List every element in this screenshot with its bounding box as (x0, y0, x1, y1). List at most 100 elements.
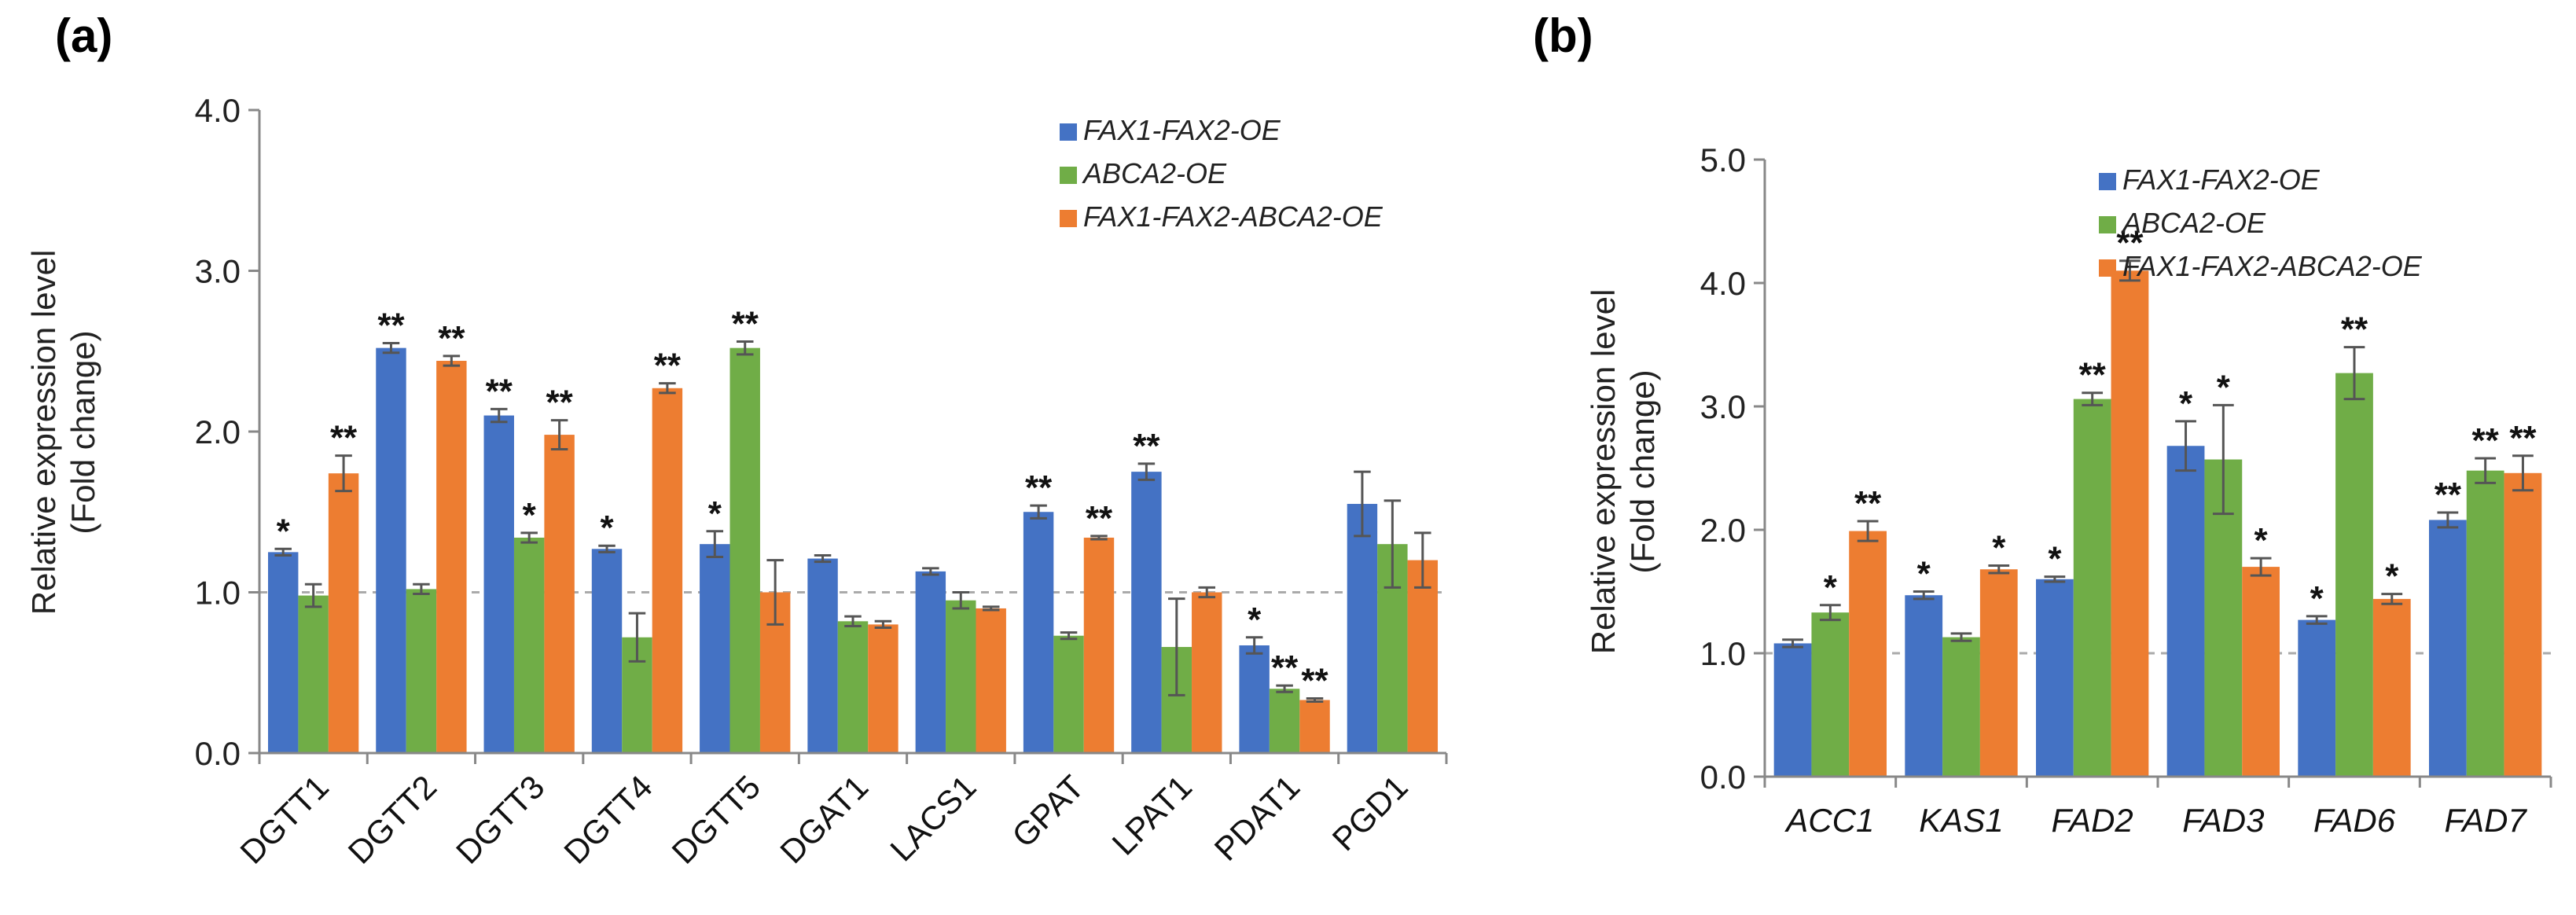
panel-b-bars (1773, 270, 2542, 777)
bar-fad3-0 (2166, 446, 2205, 777)
bar-gpat-2 (1083, 537, 1115, 753)
panel-a-y-ticks: 0.0 1.0 2.0 3.0 4.0 (195, 92, 259, 772)
y-tick-label: 3.0 (1700, 388, 1746, 425)
panel-a-legend: FAX1-FAX2-OE ABCA2-OE FAX1-FAX2-ABCA2-OE (1060, 114, 1384, 233)
category-label-fad2: FAD2 (2052, 802, 2133, 839)
bar-fad6-1 (2335, 373, 2373, 777)
category-label-dgtt4: DGTT4 (557, 768, 660, 871)
significance-marker: ** (732, 304, 759, 343)
bar-pdat1-2 (1299, 700, 1330, 753)
bar-fad6-2 (2372, 598, 2411, 777)
panel-b-ylabel-line1: Relative expression level (1585, 289, 1622, 655)
category-label-pgd1: PGD1 (1325, 768, 1415, 858)
bar-dgtt1-1 (298, 595, 329, 753)
significance-marker: * (2048, 540, 2062, 579)
legend-swatch-green (1060, 167, 1077, 184)
bar-pdat1-0 (1239, 645, 1270, 753)
bar-fad7-2 (2504, 472, 2542, 777)
significance-marker: ** (486, 372, 513, 410)
panel-a-label: (a) (55, 9, 112, 62)
bar-dgtt2-1 (406, 589, 437, 753)
bar-dgtt1-0 (267, 552, 299, 753)
panel-b-categories: ACC1 KAS1 FAD2 FAD3 FAD6 FAD7 (1784, 802, 2527, 839)
legend-label-fax1-fax2-abca2-oe: FAX1-FAX2-ABCA2-OE (2122, 250, 2423, 282)
legend-swatch-green (2099, 216, 2116, 233)
category-label-gpat: GPAT (1005, 768, 1091, 854)
bar-kas1-1 (1942, 637, 1980, 777)
significance-marker: ** (2341, 311, 2368, 349)
bar-dgat1-2 (868, 624, 898, 753)
category-label-fad7: FAD7 (2445, 802, 2528, 839)
panel-b-y-ticks: 0.0 1.0 2.0 3.0 4.0 5.0 (1700, 141, 1765, 796)
bar-gpat-0 (1023, 512, 1054, 753)
bar-dgtt2-2 (436, 361, 467, 753)
y-tick-label: 2.0 (1700, 512, 1746, 549)
significance-marker: ** (1025, 469, 1053, 507)
legend-label-fax1-fax2-oe: FAX1-FAX2-OE (2122, 164, 2321, 196)
significance-marker: ** (2435, 476, 2462, 514)
bar-fad3-2 (2242, 567, 2280, 777)
bar-pgd1-0 (1347, 504, 1378, 753)
significance-marker: ** (377, 307, 405, 345)
panel-b-significance: ***** ****** ********** ** (1824, 224, 2537, 618)
panel-a-ylabel-line1: Relative expression level (25, 250, 62, 616)
legend-swatch-blue (2099, 173, 2116, 190)
bar-fad2-2 (2111, 270, 2149, 777)
bar-dgat1-1 (837, 621, 869, 753)
bar-pgd1-2 (1407, 560, 1439, 753)
significance-marker: ** (2079, 356, 2107, 395)
bar-dgtt5-0 (700, 544, 730, 753)
significance-marker: * (523, 496, 537, 535)
panel-b-legend: FAX1-FAX2-OE ABCA2-OE FAX1-FAX2-ABCA2-OE (2099, 164, 2423, 282)
bar-fad7-0 (2429, 520, 2467, 777)
significance-marker: * (1248, 601, 1262, 639)
significance-marker: ** (1086, 499, 1113, 538)
significance-marker: ** (2472, 421, 2500, 460)
category-label-pdat1: PDAT1 (1207, 768, 1307, 868)
y-tick-label: 3.0 (195, 253, 241, 290)
y-tick-label: 1.0 (195, 575, 241, 612)
y-tick-label: 4.0 (1700, 265, 1746, 302)
significance-marker: * (2179, 384, 2193, 423)
significance-marker: ** (438, 319, 465, 358)
significance-marker: * (1917, 555, 1931, 593)
bar-lpat1-0 (1131, 472, 1162, 753)
panel-a-ylabel-line2: (Fold change) (64, 330, 101, 534)
bar-kas1-2 (1979, 569, 2018, 777)
panel-a-error-bars (274, 340, 1431, 704)
significance-marker: ** (654, 347, 682, 385)
significance-marker: ** (1301, 661, 1328, 700)
significance-marker: * (2385, 557, 2399, 596)
bar-dgtt4-2 (652, 388, 683, 753)
bar-lacs1-2 (976, 608, 1006, 753)
legend-swatch-orange (2099, 259, 2116, 277)
bar-pdat1-1 (1269, 689, 1300, 753)
bar-dgtt4-0 (591, 549, 623, 753)
panel-b-error-bars (1782, 259, 2534, 649)
category-label-lpat1: LPAT1 (1105, 768, 1200, 862)
bar-dgtt3-0 (483, 415, 514, 753)
category-label-dgtt2: DGTT2 (341, 768, 444, 871)
panel-b-x-ticks (1763, 777, 2552, 788)
significance-marker: ** (2116, 224, 2144, 263)
category-label-lacs1: LACS1 (883, 768, 983, 868)
bar-lacs1-1 (946, 600, 976, 753)
bar-gpat-1 (1053, 635, 1084, 753)
y-tick-label: 0.0 (1700, 759, 1746, 796)
significance-marker: ** (1133, 427, 1160, 465)
bar-dgtt3-1 (513, 537, 545, 753)
bar-acc1-2 (1849, 531, 1887, 777)
legend-label-fax1-fax2-abca2-oe: FAX1-FAX2-ABCA2-OE (1083, 200, 1384, 233)
legend-swatch-blue (1060, 123, 1077, 141)
significance-marker: ** (2509, 419, 2537, 458)
panel-a: (a) Relative expression level (Fold chan… (25, 9, 1448, 871)
category-label-dgtt1: DGTT1 (233, 768, 336, 871)
significance-marker: * (1992, 529, 2006, 568)
legend-label-fax1-fax2-oe: FAX1-FAX2-OE (1083, 114, 1281, 146)
bar-fad2-1 (2073, 399, 2111, 777)
bar-dgtt2-0 (376, 347, 406, 753)
significance-marker: * (600, 509, 614, 547)
y-tick-label: 1.0 (1700, 635, 1746, 672)
category-label-dgtt5: DGTT5 (665, 768, 768, 871)
panel-b-label: (b) (1533, 9, 1593, 62)
